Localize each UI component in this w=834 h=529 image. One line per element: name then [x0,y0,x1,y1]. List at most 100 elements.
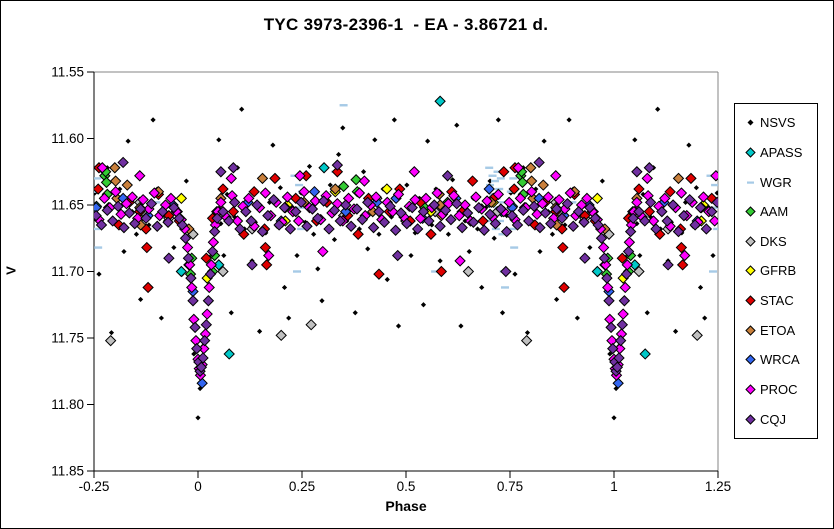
point-NSVS [281,284,288,291]
point-WGR [506,210,514,213]
point-PROC [553,193,565,206]
point-CQJ [240,205,252,218]
point-NSVS [607,351,613,357]
point-AAM [337,180,350,193]
point-CQJ [661,215,673,227]
point-CQJ [467,216,480,228]
point-NSVS [420,302,427,308]
point-NSVS [306,163,313,170]
point-NSVS [239,106,245,112]
point-CQJ [711,196,718,209]
point-NSVS [499,310,506,316]
point-PROC [623,236,636,248]
point-PROC [203,281,215,294]
point-PROC [581,192,593,205]
point-NSVS [315,266,321,272]
legend-item-CQJ: CQJ [744,412,817,427]
point-NSVS [449,177,456,183]
point-PROC [536,197,549,210]
legend-item-STAC: STAC [744,293,817,308]
wrca-marker-icon [745,354,756,366]
point-PROC [207,236,220,248]
point-NSVS [686,142,692,148]
point-CQJ [112,200,124,213]
point-CQJ [567,220,579,232]
point-CQJ [185,272,197,284]
point-NSVS [508,190,514,196]
legend-item-WRCA: WRCA [744,352,817,367]
point-CQJ [478,224,490,236]
point-NSVS [412,230,418,236]
point-WGR [152,201,161,204]
point-PROC [292,215,305,227]
point-CQJ [227,162,240,174]
point-PROC [619,281,631,294]
point-CQJ [173,212,185,225]
point-PROC [675,187,688,199]
point-NSVS [384,276,390,283]
point-ETOA [329,183,341,195]
legend-item-PROC: PROC [744,382,817,397]
point-ETOA [109,175,122,187]
point-CQJ [616,318,629,331]
point-STAC [675,241,688,254]
point-CQJ [667,199,679,211]
point-NSVS [613,385,619,392]
point-STAC [435,265,448,278]
point-NSVS [137,296,144,303]
point-PROC [448,189,460,202]
point-CQJ [195,361,208,373]
point-NSVS [311,231,317,237]
point-CQJ [197,352,209,364]
point-CQJ [539,207,552,219]
point-CQJ [140,212,152,225]
wgr-marker-icon [747,181,754,184]
point-NSVS [96,271,102,277]
point-NSVS [270,142,276,148]
point-WGR [491,179,500,183]
point-STAC [269,172,281,185]
point-CQJ [517,204,530,217]
point-PROC [431,187,443,199]
data-points-layer [94,95,718,421]
point-CQJ [439,204,452,217]
point-CQJ [208,225,221,238]
point-PROC [697,191,710,203]
point-CQJ [506,209,518,222]
x-tick-label: 0.5 [397,479,416,494]
point-CQJ [163,252,175,264]
point-PROC [370,191,382,203]
point-CQJ [362,196,374,209]
point-WGR [431,270,440,273]
point-NSVS [487,178,493,184]
point-AAM [100,176,113,189]
point-STAC [557,241,569,254]
point-CQJ [417,205,430,218]
stac-marker-icon [745,295,756,306]
point-CQJ [301,220,313,232]
y-tick-label: 11.85 [51,464,84,479]
point-CQJ [384,200,396,213]
point-NSVS [327,182,333,188]
point-ETOA [672,172,685,185]
point-ETOA [525,162,537,174]
point-CQJ [123,207,136,219]
point-NSVS [195,415,201,421]
point-NSVS [277,185,283,191]
point-NSVS [549,231,556,237]
point-CQJ [401,217,413,230]
point-NSVS [693,185,699,191]
point-DKS [217,265,229,278]
point-PROC [259,187,272,199]
point-CQJ [202,295,215,307]
point-WGR [94,246,103,249]
point-GFRB [591,192,604,205]
point-WGR [94,177,102,180]
point-WGR [498,233,507,236]
point-APASS [629,259,641,271]
x-tick-label: 0.25 [289,479,315,494]
point-STAC [466,175,479,187]
point-STAC [498,166,510,178]
point-NSVS [574,315,580,321]
point-DKS [633,265,645,278]
